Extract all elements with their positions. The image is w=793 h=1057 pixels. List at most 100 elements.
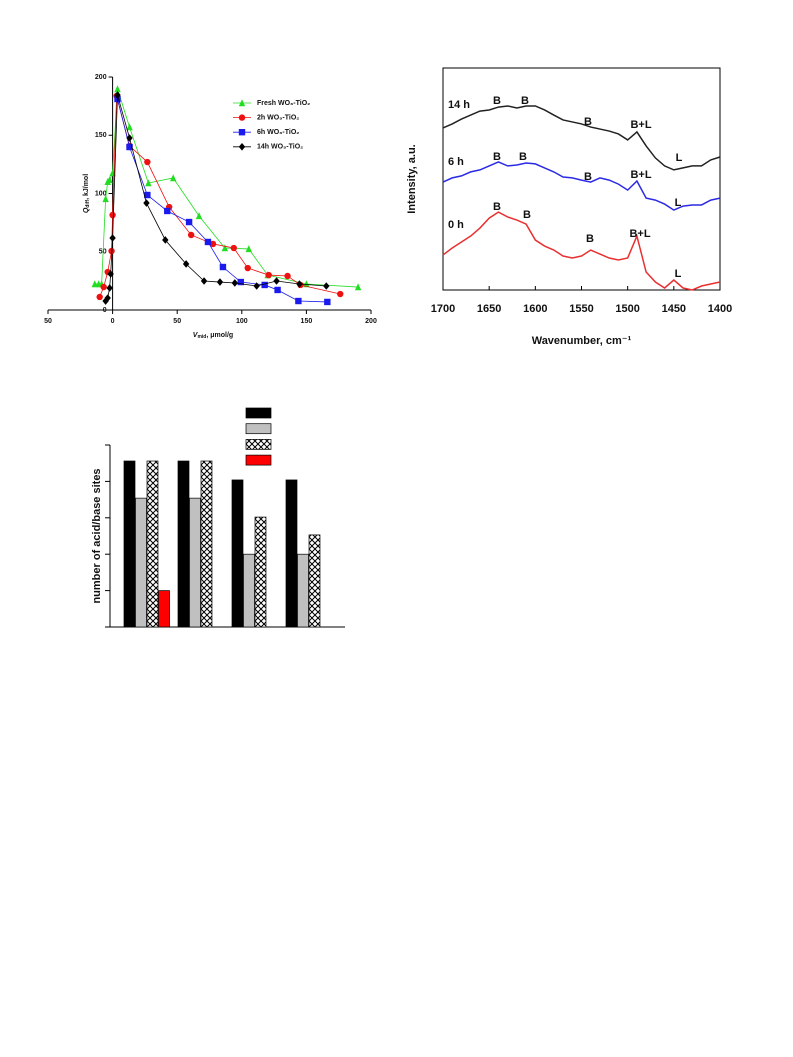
series-label: 14 h [448,99,470,111]
legend-marker [238,114,246,121]
spectrum-line [442,211,721,291]
ir-spectra-chart: 1700 1650 1600 1550 1500 1450 1400 Wavenumber, … [406,67,732,347]
bar [285,479,298,628]
marker [303,280,310,288]
x-tick-label: 1600 [523,303,547,315]
y-axis-label: Intensity, a.u. [406,144,418,213]
bar [189,497,201,628]
marker [114,91,121,99]
bar [297,553,309,628]
marker [209,240,217,248]
bar [200,460,213,628]
y-tick-label: 200 [95,74,107,81]
marker [323,282,330,290]
bar [231,479,244,628]
axis-label: Vmid, μmol/g [193,332,233,340]
marker [162,236,169,244]
y-tick-label: 0 [103,307,107,314]
marker [143,199,150,207]
peak-label: L [676,152,683,164]
legend-label: 2h WO₃-TiO₂ [257,114,299,121]
spectrum-line [442,161,721,211]
marker [354,283,362,291]
x-tick-label: 100 [236,318,248,325]
marker [261,281,268,289]
marker [104,294,111,302]
marker [182,260,190,268]
marker [96,293,103,301]
peak-label: L [675,268,682,280]
y-tick-label: 100 [95,190,107,197]
legend-swatch [245,439,272,450]
marker [126,143,133,151]
spectrum-line [442,105,721,171]
peak-label: B [493,95,501,107]
x-tick-label: 1450 [662,303,686,315]
axis-label-sub: diff [85,200,91,208]
peak-label: B+L [630,169,651,181]
legend-label: 6h WO₃-TiO₂ [257,129,299,136]
peak-label: B [584,116,592,128]
marker [114,85,121,93]
marker [219,263,227,271]
marker [107,270,114,278]
marker [145,179,152,187]
peak-label: B [521,95,529,107]
bar [158,590,170,628]
peak-label: B [519,151,527,163]
x-tick-label: 50 [173,318,181,325]
marker [144,158,151,166]
peak-label: B+L [629,228,650,240]
x-axis-label: Wavenumber, cm⁻¹ [532,335,632,347]
legend-label: Fresh WO₃-TiO₂ [257,100,310,107]
bar [177,460,190,628]
bar [254,516,267,628]
series-label: 6 h [448,156,464,168]
marker [244,264,251,272]
axis-label-rest: , kJ/mol [83,174,90,200]
marker [231,279,239,287]
legend-swatch [245,423,272,435]
bar [243,553,255,628]
acid-sites-chart: number of acid/base sites [91,407,345,628]
bar [135,497,147,628]
legend-swatch [245,407,272,419]
marker [204,238,212,246]
marker [126,134,133,142]
marker [106,284,113,292]
marker [216,278,224,286]
marker [100,283,107,291]
peak-label: B+L [630,119,651,131]
x-tick-label: 1650 [477,303,501,315]
marker [164,207,171,215]
series-label: 0 h [448,219,464,231]
x-tick-label: 50 [44,318,52,325]
series-line [105,94,327,302]
x-tick-label: 200 [365,318,377,325]
marker [109,234,116,242]
marker [102,195,109,203]
axis-label-main: V [193,332,199,339]
marker [230,244,237,252]
marker [200,277,208,285]
marker [274,286,281,294]
axis-label-rest: , μmol/g [206,332,233,339]
legend-marker [238,143,246,151]
axis-label-main: Q [83,207,90,213]
marker [284,272,291,280]
peak-label: B [493,201,501,213]
x-tick-label: 1550 [569,303,593,315]
bar [308,534,321,628]
marker [221,244,229,252]
marker [324,298,331,306]
axis-label: Qdiff, kJ/mol [83,174,91,213]
marker [265,271,272,279]
marker [195,212,203,220]
x-tick-label: 150 [301,318,313,325]
marker [237,278,244,286]
legend-marker [238,99,246,107]
marker [102,297,109,305]
